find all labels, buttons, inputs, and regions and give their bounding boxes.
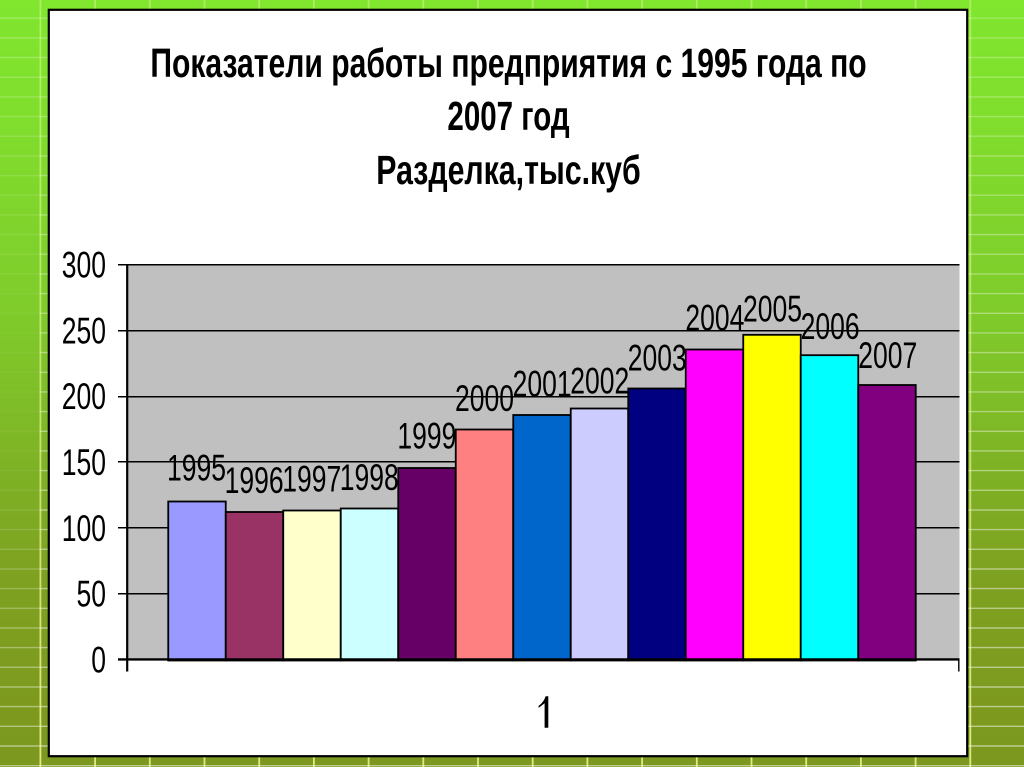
svg-text:1995: 1995 [167, 447, 226, 488]
svg-text:2004: 2004 [685, 297, 744, 338]
svg-text:2006: 2006 [801, 306, 860, 347]
svg-text:1999: 1999 [397, 415, 456, 456]
svg-text:2005: 2005 [743, 288, 802, 329]
svg-text:2001: 2001 [513, 363, 572, 404]
svg-text:2007 год: 2007 год [447, 93, 569, 139]
svg-text:1997: 1997 [282, 458, 341, 499]
svg-text:150: 150 [62, 442, 106, 483]
svg-text:2007: 2007 [858, 334, 917, 375]
svg-text:1998: 1998 [340, 457, 399, 498]
svg-text:1996: 1996 [225, 460, 284, 501]
svg-text:100: 100 [62, 508, 106, 549]
svg-text:200: 200 [62, 376, 106, 417]
svg-text:50: 50 [76, 573, 106, 614]
svg-text:2000: 2000 [455, 378, 514, 419]
svg-text:250: 250 [62, 310, 106, 351]
svg-text:300: 300 [62, 244, 106, 285]
svg-text:2002: 2002 [570, 360, 629, 401]
svg-text:Разделка,тыс.куб: Разделка,тыс.куб [376, 146, 640, 193]
svg-text:0: 0 [91, 639, 106, 680]
svg-text:Показатели работы предприятия: Показатели работы предприятия с 1995 год… [150, 39, 866, 86]
svg-text:2003: 2003 [628, 337, 687, 378]
